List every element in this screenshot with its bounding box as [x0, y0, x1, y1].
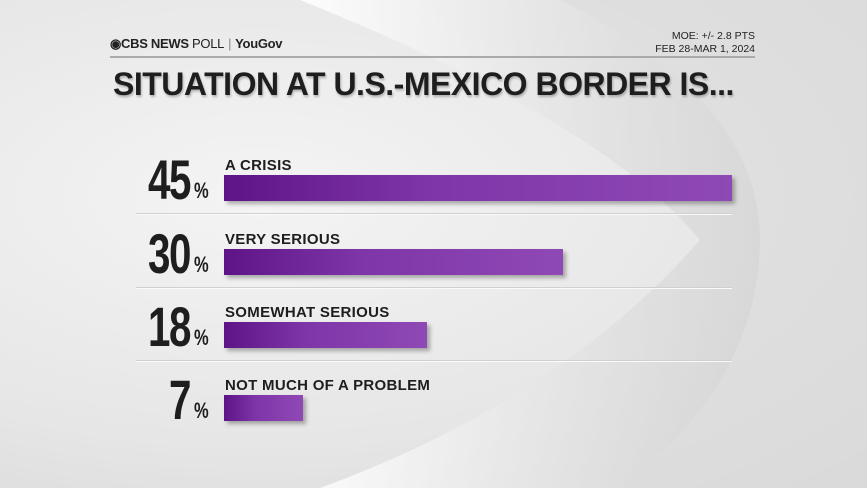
bar-row: 7 % NOT MUCH OF A PROBLEM [0, 372, 867, 447]
dates: FEB 28-MAR 1, 2024 [655, 43, 755, 55]
bar [224, 249, 563, 275]
value-label: 45 [148, 148, 191, 211]
percent-sign: % [194, 178, 209, 203]
category-label: VERY SERIOUS [225, 231, 341, 248]
bar-row: 30 % VERY SERIOUS [0, 226, 867, 301]
value-label: 30 [148, 222, 191, 285]
percent-sign: % [194, 398, 209, 423]
poll-label: POLL [192, 36, 225, 51]
separator: | [228, 36, 232, 51]
category-label: NOT MUCH OF A PROBLEM [225, 377, 431, 394]
category-label: SOMEWHAT SERIOUS [225, 304, 390, 321]
percent-sign: % [194, 252, 209, 277]
cbs-eye-icon: ◉ [110, 36, 122, 51]
row-divider [136, 288, 732, 289]
cbs-yougov-logo: ◉CBS NEWS POLL | YouGov [110, 36, 283, 52]
bar-row: 45 % A CRISIS [0, 152, 867, 227]
bar [224, 322, 428, 348]
poll-meta: MOE: +/- 2.8 PTS FEB 28-MAR 1, 2024 [655, 30, 755, 56]
row-divider [136, 361, 732, 362]
value-label: 18 [148, 295, 191, 358]
header-rule [110, 56, 755, 58]
bar [224, 175, 732, 201]
bar [224, 395, 304, 421]
category-label: A CRISIS [225, 157, 292, 174]
bar-row: 18 % SOMEWHAT SERIOUS [0, 299, 867, 374]
percent-sign: % [194, 325, 209, 350]
value-label: 7 [169, 368, 191, 431]
brand: CBS NEWS [121, 36, 189, 51]
partner: YouGov [235, 36, 283, 51]
row-divider [136, 214, 732, 215]
moe: MOE: +/- 2.8 PTS [671, 30, 755, 42]
chart-title: SITUATION AT U.S.-MEXICO BORDER IS... [113, 66, 734, 102]
